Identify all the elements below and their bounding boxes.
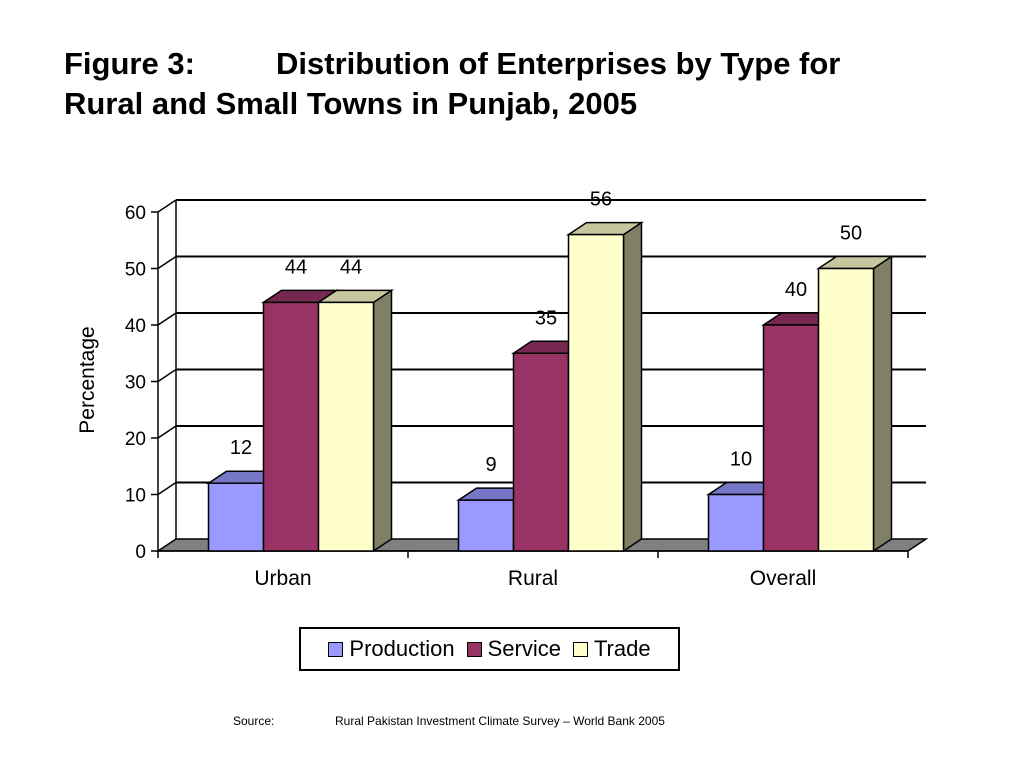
data-label: 35 — [535, 307, 557, 329]
bar-side — [372, 288, 393, 553]
bar — [762, 324, 820, 552]
x-tick-label: Rural — [508, 567, 558, 590]
data-label: 44 — [340, 256, 362, 278]
y-axis-label: Percentage — [76, 326, 99, 433]
x-tick-label: Urban — [254, 567, 311, 590]
data-label: 56 — [590, 189, 612, 211]
bar — [207, 482, 265, 552]
legend-label: Production — [349, 636, 455, 661]
bar — [457, 499, 515, 552]
data-label: 9 — [485, 454, 496, 476]
data-label: 10 — [730, 449, 752, 471]
legend-label: Trade — [593, 636, 651, 661]
data-label: 40 — [785, 279, 807, 301]
y-tick-label: 20 — [125, 429, 146, 450]
axes: 0 10 20 30 40 50 60 Urban Rural Overall — [125, 200, 909, 590]
bars — [206, 221, 894, 553]
legend-swatch — [328, 641, 344, 657]
title-line-1: Distribution of Enterprises by Type for — [276, 46, 841, 81]
legend: Production Service Trade — [299, 627, 680, 671]
data-label: 50 — [840, 223, 862, 245]
data-label: 44 — [285, 256, 307, 278]
gridline-depth — [157, 255, 177, 270]
data-label: 12 — [230, 437, 252, 459]
y-tick-label: 50 — [125, 260, 146, 281]
source-text: Rural Pakistan Investment Climate Survey… — [335, 714, 665, 728]
bar — [567, 233, 625, 552]
y-tick-label: 40 — [125, 316, 146, 337]
bar — [317, 301, 375, 552]
bar-side — [622, 221, 643, 553]
y-tick-label: 60 — [125, 203, 146, 224]
legend-item: Trade — [572, 636, 651, 662]
y-tick-label: 30 — [125, 373, 146, 394]
legend-item: Service — [466, 636, 561, 662]
legend-swatch — [572, 641, 588, 657]
bar — [707, 493, 765, 552]
gridline-depth — [157, 368, 177, 383]
figure-number: Figure 3: — [64, 46, 195, 81]
x-tick-label: Overall — [750, 567, 817, 590]
source-label: Source: — [233, 714, 275, 728]
legend-label: Service — [487, 636, 561, 661]
bar — [512, 352, 570, 552]
bar — [262, 301, 320, 552]
y-tick-label: 0 — [135, 542, 146, 563]
legend-item: Production — [328, 636, 455, 662]
data-labels: 12 44 44 9 35 56 10 40 50 — [230, 189, 862, 477]
title-line-2: Rural and Small Towns in Punjab, 2005 — [64, 86, 638, 121]
gridline-depth — [157, 481, 177, 496]
gridline-depth — [157, 312, 177, 326]
bar — [817, 267, 875, 552]
legend-swatch — [466, 641, 482, 657]
y-tick-label: 10 — [125, 486, 146, 507]
gridline-depth — [157, 425, 177, 439]
source-note: Source: Rural Pakistan Investment Climate… — [233, 714, 665, 728]
gridline-depth — [157, 199, 177, 213]
bar-side — [872, 255, 893, 553]
chart-title: Figure 3: Distribution of Enterprises by … — [64, 44, 964, 124]
